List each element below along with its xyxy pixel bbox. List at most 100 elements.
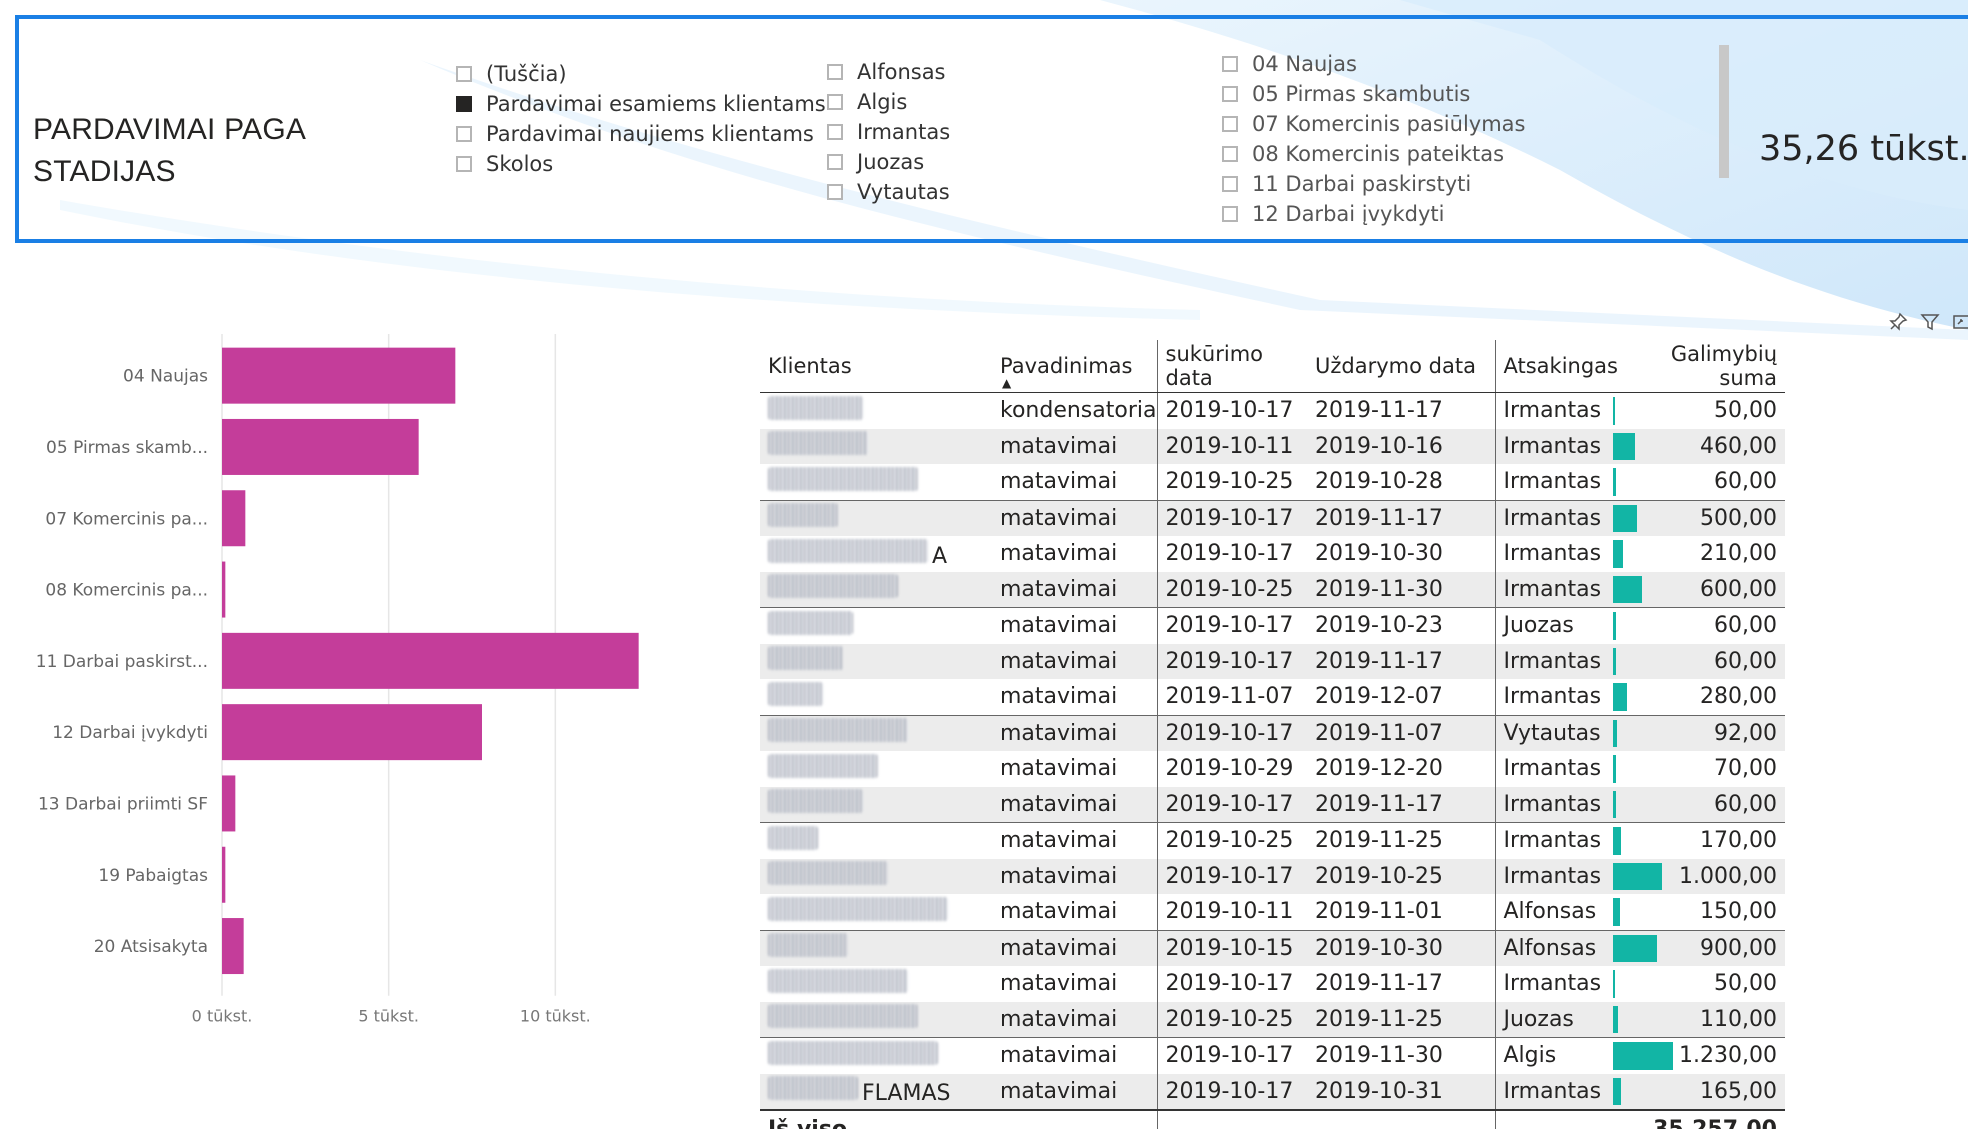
type-slicer-item[interactable]: (Tuščia) — [456, 59, 826, 89]
bar[interactable] — [222, 704, 482, 761]
table-row[interactable]: matavimai 2019-10-17 2019-10-25 Irmantas 1.0… — [760, 858, 1785, 894]
owner-cell: Algis — [1495, 1037, 1611, 1074]
checkbox-icon[interactable] — [827, 154, 843, 170]
amount-value: 60,00 — [1714, 613, 1777, 639]
people-slicer-item[interactable]: Juozas — [827, 147, 950, 177]
checkbox-icon[interactable] — [1222, 56, 1238, 72]
checkbox-icon[interactable] — [1222, 116, 1238, 132]
checkbox-icon[interactable] — [456, 156, 472, 172]
table-row[interactable]: matavimai 2019-10-11 2019-11-01 Alfonsas 150… — [760, 894, 1785, 930]
people-slicer-item[interactable]: Vytautas — [827, 177, 950, 207]
type-slicer-item[interactable]: Pardavimai esamiems klientams — [456, 89, 826, 119]
table-row[interactable]: matavimai 2019-10-17 2019-11-07 Vytautas 92,… — [760, 714, 1785, 751]
client-cell-redacted — [760, 643, 992, 679]
bar[interactable] — [222, 846, 226, 903]
table-row[interactable]: matavimai 2019-10-17 2019-11-30 Algis 1.230,… — [760, 1037, 1785, 1074]
amount-cell: 92,00 — [1611, 714, 1785, 751]
bar[interactable] — [222, 347, 456, 404]
table-row[interactable]: matavimai 2019-10-29 2019-12-20 Irmantas 70,… — [760, 751, 1785, 787]
y-category-label: 07 Komercinis pa... — [45, 509, 208, 529]
stage-slicer-item[interactable]: 05 Pirmas skambutis — [1222, 79, 1525, 109]
column-header[interactable]: Atsakingas — [1495, 340, 1618, 393]
close-date-cell: 2019-11-17 — [1307, 786, 1496, 823]
y-category-label: 08 Komercinis pa... — [45, 581, 208, 601]
report-title: PARDAVIMAI PAGA STADIJAS — [33, 113, 305, 188]
created-date-cell: 2019-10-11 — [1157, 428, 1307, 464]
amount-value: 1.230,00 — [1679, 1043, 1777, 1069]
focus-mode-icon[interactable] — [1952, 312, 1968, 332]
table-row[interactable]: matavimai 2019-10-17 2019-11-17 Irmantas 60,… — [760, 786, 1785, 823]
stage-slicer-item[interactable]: 12 Darbai įvykdyti — [1222, 199, 1525, 229]
checkbox-icon[interactable] — [827, 124, 843, 140]
people-slicer-item[interactable]: Alfonsas — [827, 57, 950, 87]
checkbox-icon[interactable] — [456, 126, 472, 142]
table-row[interactable]: FLAMAS matavimai 2019-10-17 2019-10-31 Irman… — [760, 1073, 1785, 1110]
name-cell: matavimai — [992, 536, 1158, 572]
column-header[interactable]: sukūrimo data — [1157, 340, 1307, 393]
bar[interactable] — [222, 490, 246, 547]
created-date-cell: 2019-10-17 — [1157, 1037, 1307, 1074]
table-row[interactable]: matavimai 2019-10-11 2019-10-16 Irmantas 460… — [760, 428, 1785, 464]
bar[interactable] — [222, 632, 639, 689]
data-bar — [1613, 612, 1616, 640]
column-header[interactable]: Klientas — [760, 340, 992, 393]
amount-value: 1.000,00 — [1679, 863, 1777, 889]
stage-slicer-item[interactable]: 11 Darbai paskirstyti — [1222, 169, 1525, 199]
table-row[interactable]: matavimai 2019-10-17 2019-10-23 Juozas 60,00 — [760, 607, 1785, 644]
bar[interactable] — [222, 775, 236, 832]
amount-cell: 60,00 — [1611, 607, 1785, 644]
pin-icon[interactable] — [1888, 312, 1908, 332]
column-header-label: Galimybių suma — [1670, 342, 1777, 390]
client-name-fragment: A — [932, 543, 948, 569]
amount-value: 900,00 — [1700, 935, 1777, 961]
type-slicer-item[interactable]: Skolos — [456, 149, 826, 179]
client-cell-redacted — [760, 499, 992, 536]
redacted-client-name — [768, 681, 823, 706]
table-row[interactable]: matavimai 2019-10-25 2019-11-25 Irmantas 170… — [760, 822, 1785, 859]
column-header[interactable]: Galimybių suma — [1611, 340, 1785, 393]
checkbox-icon[interactable] — [827, 64, 843, 80]
table-row[interactable]: matavimai 2019-10-25 2019-11-30 Irmantas 600… — [760, 571, 1785, 608]
stage-slicer-scrollbar[interactable] — [1719, 45, 1729, 178]
stage-slicer-item[interactable]: 07 Komercinis pasiūlymas — [1222, 109, 1525, 139]
bar[interactable] — [222, 418, 419, 475]
table-row[interactable]: matavimai 2019-11-07 2019-12-07 Irmantas 280… — [760, 679, 1785, 715]
name-cell: matavimai — [992, 1037, 1158, 1074]
table-row[interactable]: matavimai 2019-10-17 2019-11-17 Irmantas 60,… — [760, 643, 1785, 679]
table-row[interactable]: matavimai 2019-10-17 2019-11-17 Irmantas 500… — [760, 499, 1785, 536]
stage-slicer-item[interactable]: 08 Komercinis pateiktas — [1222, 139, 1525, 169]
checkbox-icon[interactable] — [1222, 206, 1238, 222]
owner-cell: Irmantas — [1495, 822, 1611, 859]
table-row[interactable]: matavimai 2019-10-15 2019-10-30 Alfonsas 900… — [760, 929, 1785, 966]
stage-slicer-item[interactable]: 04 Naujas — [1222, 49, 1525, 79]
table-row[interactable]: matavimai 2019-10-17 2019-11-17 Irmantas 50,… — [760, 966, 1785, 1002]
checkbox-icon[interactable] — [827, 94, 843, 110]
type-slicer-item[interactable]: Pardavimai naujiems klientams — [456, 119, 826, 149]
client-cell-redacted — [760, 966, 992, 1002]
column-header[interactable]: Pavadinimas ▲ — [992, 340, 1158, 393]
total-value: 35.257,00 — [1611, 1109, 1785, 1129]
name-cell: matavimai — [992, 786, 1158, 823]
stage-slicer-item-label: 05 Pirmas skambutis — [1252, 82, 1471, 106]
sort-ascending-icon[interactable]: ▲ — [1002, 376, 1012, 390]
bar[interactable] — [222, 561, 226, 618]
table-row[interactable]: matavimai 2019-10-25 2019-11-25 Juozas 110,0… — [760, 1001, 1785, 1038]
checkbox-icon[interactable] — [456, 66, 472, 82]
checkbox-icon[interactable] — [1222, 146, 1238, 162]
people-slicer-item[interactable]: Algis — [827, 87, 950, 117]
checkbox-icon[interactable] — [1222, 176, 1238, 192]
close-date-cell: 2019-11-30 — [1307, 1037, 1496, 1074]
redacted-client-name — [768, 503, 838, 528]
checkbox-icon[interactable] — [1222, 86, 1238, 102]
checkbox-checked-icon[interactable] — [456, 96, 472, 112]
column-header[interactable]: Uždarymo data — [1307, 340, 1496, 393]
filter-icon[interactable] — [1920, 312, 1940, 332]
table-row[interactable]: matavimai 2019-10-25 2019-10-28 Irmantas 60,… — [760, 464, 1785, 500]
header-band: PARDAVIMAI PAGA STADIJAS (Tuščia) Pardavi… — [15, 15, 1968, 243]
people-slicer-item[interactable]: Irmantas — [827, 117, 950, 147]
name-cell: matavimai — [992, 679, 1158, 715]
bar[interactable] — [222, 918, 244, 975]
checkbox-icon[interactable] — [827, 184, 843, 200]
table-row[interactable]: kondensatoriai 2019-10-17 2019-11-17 Irmant… — [760, 392, 1785, 429]
